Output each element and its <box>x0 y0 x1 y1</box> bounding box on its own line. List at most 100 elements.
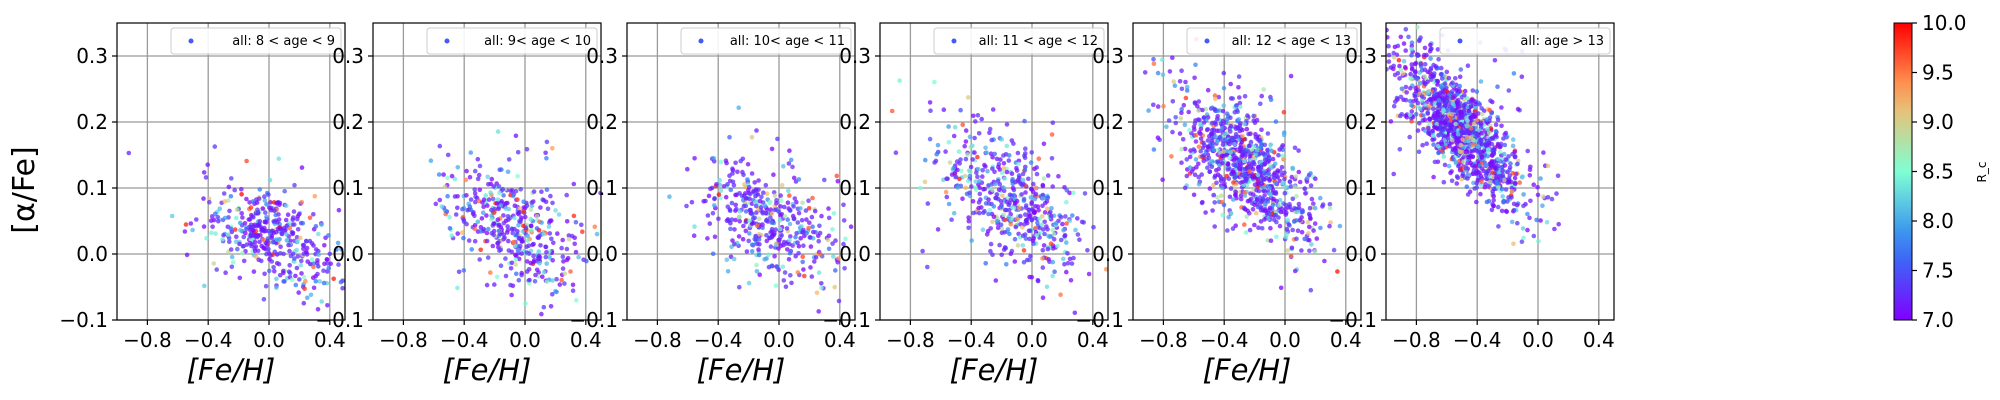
data-point <box>565 255 571 261</box>
data-point <box>1418 106 1423 112</box>
data-point <box>1044 284 1050 290</box>
data-point <box>1256 181 1261 186</box>
data-point <box>1428 96 1434 102</box>
data-point <box>254 234 260 240</box>
data-point <box>1527 173 1533 178</box>
data-point <box>1392 44 1398 50</box>
data-point <box>971 113 976 119</box>
data-point <box>1265 238 1270 243</box>
data-point <box>513 133 519 139</box>
data-point <box>1409 46 1414 52</box>
data-point <box>791 216 797 222</box>
data-point <box>756 232 762 237</box>
data-point <box>927 100 933 105</box>
data-point <box>724 257 730 263</box>
data-point <box>505 169 511 175</box>
data-point <box>1473 101 1478 107</box>
data-point <box>1307 224 1312 230</box>
data-point <box>1268 238 1274 243</box>
data-point <box>1528 198 1533 204</box>
axes-frame <box>1385 22 1615 321</box>
data-point <box>1502 177 1507 183</box>
data-point <box>1042 210 1048 215</box>
data-point <box>298 235 303 241</box>
data-point <box>1419 94 1425 99</box>
data-point <box>1519 74 1525 79</box>
data-point <box>478 247 484 253</box>
data-point <box>769 226 775 232</box>
data-point <box>1040 256 1045 261</box>
data-point <box>812 208 818 214</box>
data-point <box>1538 176 1543 181</box>
data-point <box>1248 131 1253 137</box>
data-point <box>1460 137 1465 142</box>
data-point <box>467 204 473 209</box>
data-point <box>1308 216 1313 221</box>
data-point <box>836 256 841 261</box>
data-point <box>692 156 697 161</box>
legend-marker <box>951 38 957 44</box>
data-point <box>316 252 321 257</box>
data-point <box>556 212 562 217</box>
data-point <box>999 226 1005 232</box>
data-point <box>360 281 365 286</box>
data-point <box>1426 90 1431 96</box>
data-point <box>464 168 469 174</box>
data-point <box>1395 97 1400 102</box>
data-point <box>1064 199 1069 205</box>
data-point <box>975 113 981 118</box>
data-point <box>1183 79 1188 85</box>
data-point <box>743 203 749 209</box>
data-point <box>1052 269 1057 275</box>
data-point <box>1471 171 1476 177</box>
y-tick-label: 0.0 <box>1345 242 1377 266</box>
data-point <box>1441 154 1447 159</box>
data-point <box>977 178 982 184</box>
data-point <box>963 128 969 133</box>
data-point <box>1268 97 1274 103</box>
data-point <box>1155 104 1161 109</box>
data-point <box>786 257 792 262</box>
data-point <box>1455 138 1460 143</box>
data-point <box>233 239 239 245</box>
x-tick-label: 0.4 <box>1583 328 1615 352</box>
data-point <box>1081 220 1086 225</box>
data-point <box>208 218 214 223</box>
data-point <box>1179 106 1184 112</box>
data-point <box>825 237 831 243</box>
data-point <box>1427 116 1432 121</box>
data-point <box>262 198 268 203</box>
data-point <box>1023 236 1029 241</box>
data-point <box>466 238 472 243</box>
data-point <box>1086 271 1092 277</box>
y-tick-label: 0.1 <box>76 176 108 200</box>
data-point <box>226 215 231 220</box>
y-tick-label: −0.1 <box>1328 308 1377 332</box>
data-point <box>1051 232 1057 237</box>
data-point <box>1494 175 1499 180</box>
data-point <box>984 150 989 155</box>
data-point <box>1151 102 1156 108</box>
data-point <box>1479 106 1484 111</box>
data-point <box>975 174 980 179</box>
data-point <box>689 199 695 205</box>
data-point <box>1201 153 1206 158</box>
data-point <box>790 164 795 170</box>
data-point <box>711 156 716 161</box>
data-point <box>970 199 976 204</box>
data-point <box>1254 147 1260 153</box>
data-point <box>748 191 753 197</box>
data-point <box>561 259 566 264</box>
data-point <box>1020 171 1026 177</box>
data-point <box>559 277 564 283</box>
data-point <box>272 208 277 214</box>
data-point <box>1425 79 1430 85</box>
data-point <box>1146 108 1151 113</box>
data-point <box>786 161 792 166</box>
data-point <box>467 174 473 180</box>
data-point <box>1224 152 1229 158</box>
data-point <box>1454 181 1460 186</box>
data-point <box>1216 128 1222 134</box>
data-point <box>1442 162 1448 168</box>
data-point <box>1233 126 1239 131</box>
